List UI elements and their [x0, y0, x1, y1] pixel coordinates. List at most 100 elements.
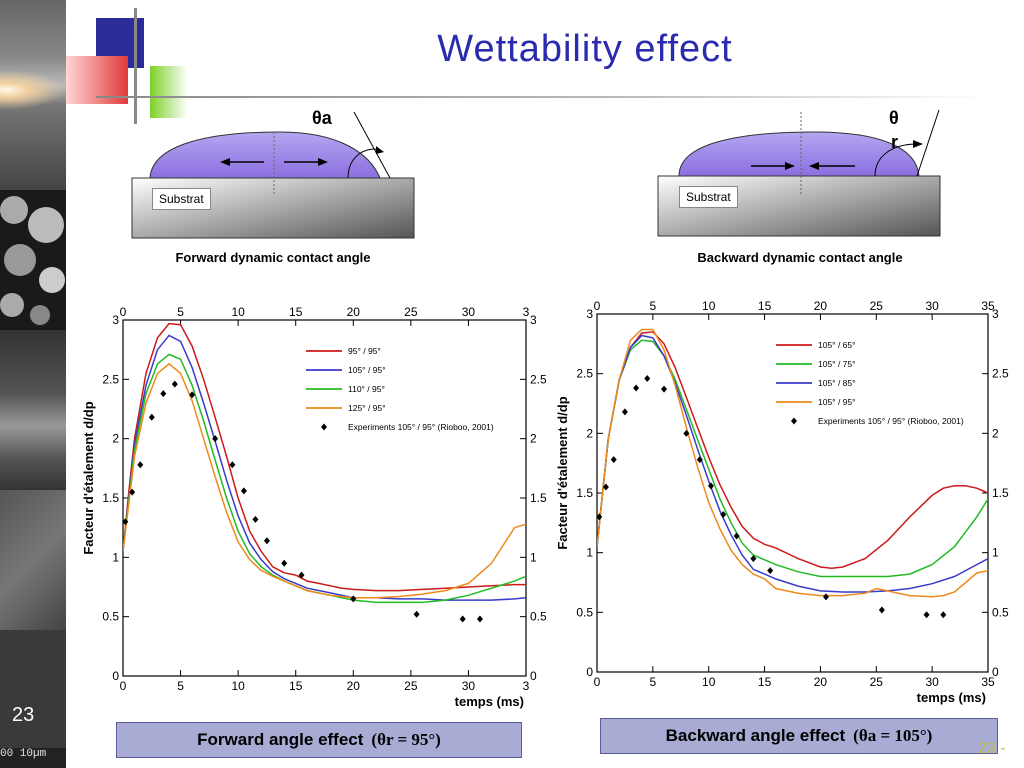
experiment-point [823, 593, 830, 601]
page-number: 23 [12, 704, 35, 726]
series-line [123, 362, 526, 599]
x-tick-label-top: 30 [462, 305, 476, 319]
y-tick-label-right: 3 [530, 313, 537, 327]
title-underline [96, 96, 986, 98]
experiment-point [696, 456, 703, 464]
substrate-label-left: Substrat [152, 188, 211, 210]
y-tick-label-right: 2 [992, 426, 999, 440]
experiment-point [720, 510, 727, 518]
y-tick-label-right: 0 [530, 669, 537, 683]
legend-label: 105° / 95° [818, 397, 856, 407]
x-tick-label: 15 [289, 679, 303, 693]
x-tick-label-top: 25 [870, 299, 884, 313]
experiment-point [707, 482, 714, 490]
y-tick-label-right: 2.5 [992, 367, 1009, 381]
y-tick-label: 1.5 [576, 486, 593, 500]
experiment-point [459, 615, 466, 623]
x-tick-label: 25 [870, 675, 884, 689]
x-tick-label: 20 [814, 675, 828, 689]
plot-frame [122, 319, 527, 677]
experiment-point [621, 408, 628, 416]
x-tick-label: 10 [702, 675, 716, 689]
x-tick-label: 25 [404, 679, 418, 693]
forward-angle-caption: Forward dynamic contact angle [175, 250, 371, 265]
legend-marker [321, 423, 327, 431]
experiment-point [633, 384, 640, 392]
sidebar-photo-4 [0, 490, 66, 630]
y-tick-label-right: 0.5 [992, 605, 1009, 619]
x-tick-label: 5 [650, 675, 657, 689]
forward-effect-math: (θr = 95°) [371, 730, 441, 749]
x-tick-label-top: 15 [289, 305, 303, 319]
experiment-point [263, 537, 270, 545]
series-line [123, 322, 526, 592]
series-group [597, 328, 988, 619]
experiment-point [610, 456, 617, 464]
deco-square-green [150, 66, 188, 118]
legend-marker [791, 417, 797, 425]
sidebar-photo-3 [0, 330, 66, 490]
x-tick-label-top: 0 [594, 299, 601, 313]
x-tick-label-top: 0 [120, 305, 127, 319]
experiment-point [767, 567, 774, 575]
y-tick-label: 0 [112, 669, 119, 683]
experiment-point [602, 483, 609, 491]
experiment-point [923, 611, 930, 619]
legend-label: 105° / 65° [818, 340, 856, 350]
x-tick-label-top: 20 [347, 305, 361, 319]
backward-angle-diagram: θ r Substrat [655, 104, 955, 244]
sidebar-image-strip [0, 0, 66, 768]
y-tick-label: 2.5 [576, 367, 593, 381]
y-tick-label: 0.5 [102, 610, 119, 624]
series-group [123, 322, 526, 623]
y-axis-label: Facteur d'étalement d/dp [555, 396, 570, 549]
receding-angle-symbol: θ [889, 108, 899, 128]
backward-angle-effect-box: Backward angle effect (θa = 105°) [600, 718, 998, 754]
legend-label: Experiments 105° / 95° (Rioboo, 2001) [348, 422, 494, 432]
experiment-point [252, 515, 259, 523]
backward-effect-text: Backward angle effect [665, 726, 846, 745]
legend-label: 110° / 95° [348, 384, 385, 394]
x-tick-label-top: 10 [231, 305, 245, 319]
x-tick-label: 5 [177, 679, 184, 693]
series-line [597, 334, 988, 593]
x-tick-label: 0 [120, 679, 127, 693]
experiment-point [298, 571, 305, 579]
deco-vertical-line [134, 8, 137, 124]
series-line [123, 334, 526, 601]
series-line [597, 331, 988, 569]
x-axis-label: temps (ms) [917, 690, 986, 705]
x-tick-label: 10 [231, 679, 245, 693]
experiment-point [240, 487, 247, 495]
experiment-point [644, 374, 651, 382]
x-tick-label-top: 5 [177, 305, 184, 319]
experiment-point [229, 461, 236, 469]
y-tick-label: 0.5 [576, 605, 593, 619]
slide-footer-number: 23 - [978, 740, 1006, 757]
experiment-point [189, 391, 196, 399]
x-tick-label-top: 20 [814, 299, 828, 313]
legend-label: 125° / 95° [348, 403, 386, 413]
y-tick-label: 1 [112, 550, 119, 564]
scale-bar-label: 00 10µm [0, 748, 66, 768]
y-tick-label-right: 1.5 [992, 486, 1009, 500]
experiment-point [733, 532, 740, 540]
forward-angle-effect-box: Forward angle effect (θr = 95°) [116, 722, 522, 758]
x-tick-label-top: 10 [702, 299, 716, 313]
y-tick-label: 1.5 [102, 491, 119, 505]
y-tick-label: 0 [586, 665, 593, 679]
experiment-point [123, 518, 129, 526]
y-tick-label: 2 [586, 426, 593, 440]
experiment-point [350, 595, 357, 603]
y-tick-label-right: 0 [992, 665, 999, 679]
legend-label: 105° / 95° [348, 365, 386, 375]
y-tick-label: 3 [586, 307, 593, 321]
substrate-label-right: Substrat [679, 186, 738, 208]
slide-title: Wettability effect [437, 28, 733, 70]
series-line [597, 328, 988, 598]
backward-effect-math: (θa = 105°) [853, 726, 933, 745]
y-tick-label-right: 1.5 [530, 491, 546, 505]
experiment-point [281, 559, 288, 567]
x-tick-label-top: 3 [523, 305, 530, 319]
